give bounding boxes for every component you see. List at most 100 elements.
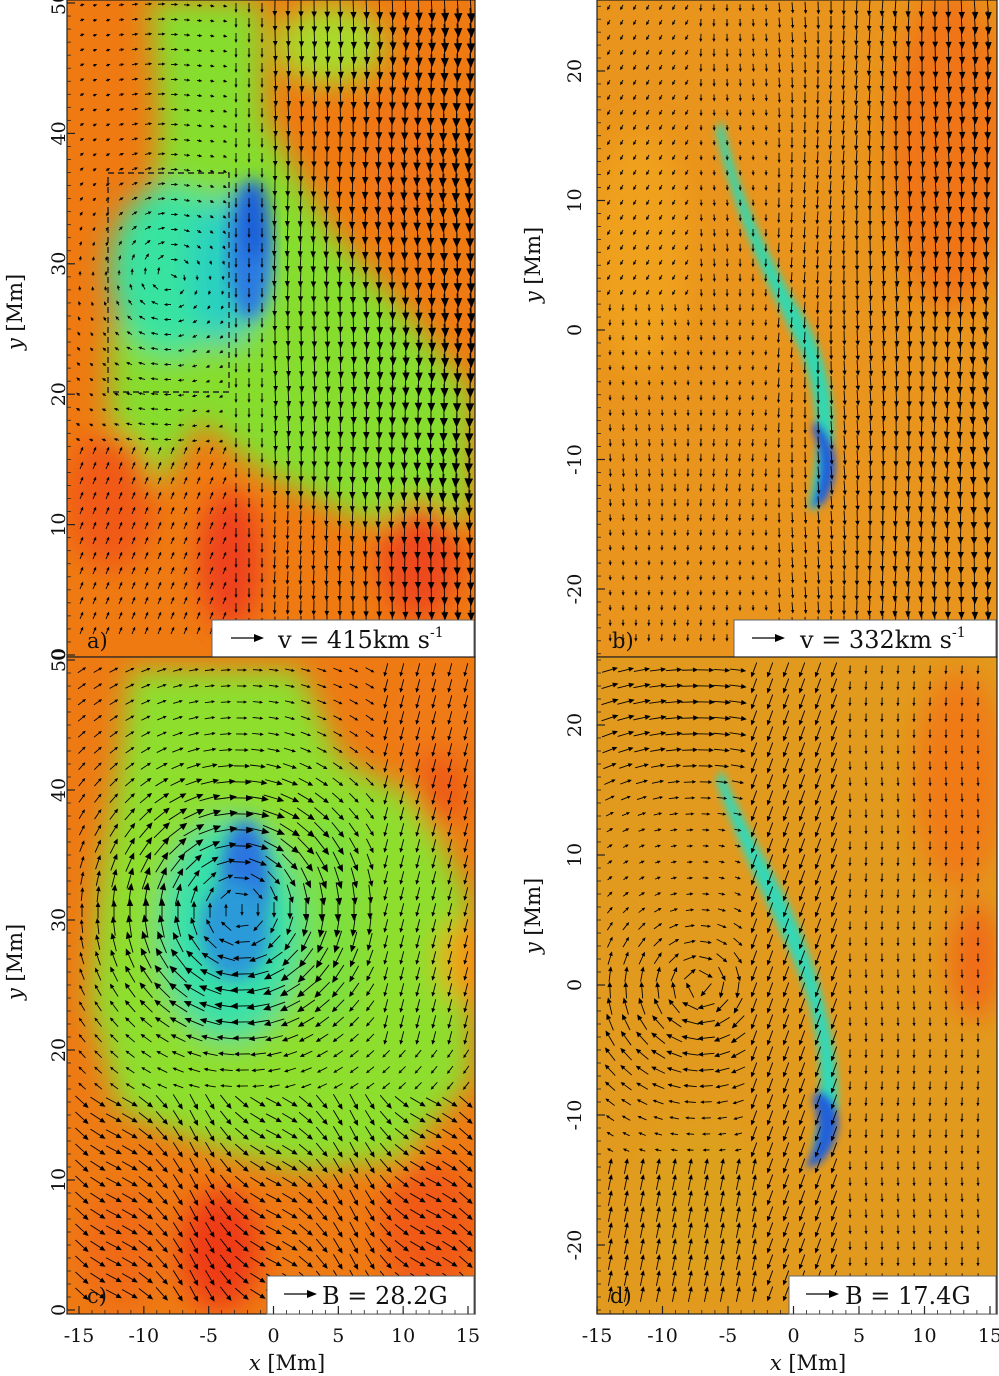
velocity-arrow-head [855, 475, 860, 481]
velocity-arrow-head [738, 412, 742, 417]
velocity-arrow-head [892, 536, 898, 542]
velocity-arrow-head [272, 340, 278, 347]
velocity-arrow-head [699, 428, 703, 432]
velocity-arrow-head [738, 337, 742, 342]
velocity-arrow [816, 226, 819, 236]
velocity-arrow-head [438, 147, 448, 158]
velocity-arrow [830, 91, 832, 101]
velocity-arrow [131, 524, 135, 530]
velocity-arrow [208, 335, 211, 337]
velocity-arrow-head [777, 459, 781, 464]
velocity-arrow-head [177, 319, 182, 323]
velocity-arrow-head [672, 216, 676, 221]
velocity-arrow [144, 584, 148, 590]
velocity-arrow-head [106, 63, 111, 67]
velocity-arrow [456, 323, 459, 344]
velocity-arrow-head [401, 402, 410, 411]
velocity-arrow [868, 14, 871, 26]
velocity-arrow [895, 283, 898, 297]
velocity-arrow-head [389, 27, 397, 36]
velocity-arrow-head [76, 346, 81, 351]
velocity-arrow-head [803, 385, 807, 390]
velocity-arrow-head [174, 167, 179, 172]
velocity-arrow [621, 139, 624, 143]
velocity-arrow [468, 427, 471, 449]
velocity-arrow [829, 136, 832, 146]
velocity-arrow-head [634, 322, 638, 327]
velocity-arrow-head [621, 607, 625, 612]
velocity-arrow [144, 554, 148, 560]
panel-a-legend-text: v = 415km s [277, 626, 430, 654]
velocity-arrow-head [223, 596, 227, 601]
velocity-arrow-head [776, 279, 781, 284]
velocity-arrow [417, 9, 420, 28]
velocity-arrow-head [299, 401, 305, 408]
velocity-arrow-head [816, 385, 820, 390]
velocity-arrow-head [776, 384, 781, 389]
velocity-arrow [456, 595, 459, 613]
velocity-arrow [933, 447, 936, 462]
velocity-arrow-head [389, 42, 397, 51]
velocity-arrow [378, 311, 381, 328]
velocity-arrow-head [247, 249, 251, 253]
velocity-arrow-head [158, 461, 162, 466]
velocity-arrow-head [425, 177, 434, 187]
velocity-arrow [404, 25, 407, 43]
velocity-arrow-head [659, 126, 663, 131]
velocity-arrow-head [132, 566, 136, 571]
velocity-arrow [92, 479, 96, 485]
velocity-arrow-head [725, 293, 729, 297]
velocity-arrow-head [751, 127, 755, 132]
velocity-arrow-head [323, 221, 330, 229]
velocity-arrow-head [363, 71, 371, 80]
velocity-arrow-head [223, 521, 227, 526]
velocity-arrow-head [907, 296, 913, 303]
velocity-arrow-head [699, 68, 703, 73]
panel-b-colormap [597, 0, 997, 657]
velocity-arrow-head [776, 354, 781, 359]
velocity-arrow [170, 449, 174, 455]
velocity-arrow [92, 584, 96, 590]
velocity-arrow [895, 223, 898, 237]
velocity-arrow [455, 490, 458, 508]
velocity-arrow-head [389, 372, 397, 381]
velocity-arrow-head [298, 565, 303, 571]
velocity-arrow [312, 223, 315, 237]
velocity-arrow-head [829, 550, 834, 555]
velocity-arrow-head [816, 520, 821, 525]
velocity-arrow [118, 599, 122, 605]
velocity-arrow [365, 41, 368, 58]
velocity-arrow-head [751, 382, 755, 386]
velocity-arrow-head [672, 261, 676, 266]
velocity-arrow-head [647, 322, 651, 327]
velocity-arrow [456, 580, 459, 598]
velocity-arrow [469, 7, 472, 29]
velocity-arrow [469, 22, 472, 44]
velocity-arrow [91, 409, 94, 412]
velocity-arrow [417, 369, 420, 388]
velocity-arrow-head [299, 86, 305, 93]
velocity-arrow-head [608, 367, 612, 371]
velocity-arrow [947, 72, 950, 87]
velocity-arrow-head [158, 491, 162, 496]
velocity-arrow-head [158, 506, 162, 511]
velocity-arrow [469, 37, 472, 59]
velocity-arrow-head [184, 596, 188, 601]
velocity-arrow [183, 599, 187, 605]
velocity-arrow-head [439, 537, 447, 546]
velocity-arrow-head [158, 581, 162, 586]
velocity-arrow [299, 223, 302, 237]
velocity-arrow [105, 464, 109, 470]
velocity-arrow [647, 169, 650, 173]
velocity-arrow-head [451, 492, 461, 503]
velocity-arrow [456, 38, 459, 59]
velocity-arrow-head [725, 263, 729, 268]
velocity-arrow-head [777, 414, 781, 419]
velocity-arrow [673, 124, 676, 128]
velocity-arrow-head [91, 241, 95, 246]
velocity-arrow-head [764, 142, 768, 146]
velocity-arrow-head [247, 114, 251, 118]
velocity-arrow-head [93, 476, 97, 481]
velocity-arrow-head [764, 518, 768, 522]
velocity-arrow-head [453, 298, 463, 308]
